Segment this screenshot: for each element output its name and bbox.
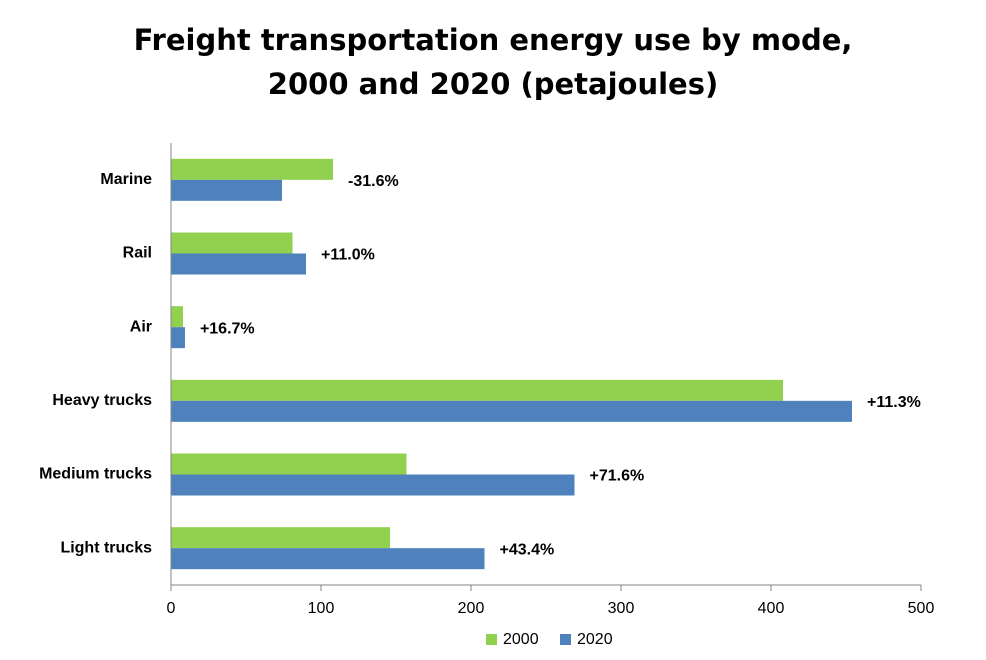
y-tick-label: Heavy trucks <box>52 392 152 409</box>
y-tick-label: Marine <box>100 171 152 188</box>
bar <box>171 379 783 401</box>
x-tick-label: 0 <box>167 600 176 617</box>
y-tick-label: Air <box>130 318 152 335</box>
bar <box>171 474 575 496</box>
legend-label: 2020 <box>577 631 613 648</box>
bar <box>171 306 183 328</box>
annotation: -31.6% <box>348 173 399 190</box>
x-tick-label: 500 <box>908 600 935 617</box>
annotation: +43.4% <box>500 541 555 558</box>
y-tick-label: Light trucks <box>60 539 152 556</box>
bar <box>171 400 852 422</box>
bar <box>171 327 185 349</box>
x-tick-label: 300 <box>608 600 635 617</box>
bar <box>171 158 333 180</box>
x-tick-label: 200 <box>458 600 485 617</box>
chart-title: Freight transportation energy use by mod… <box>133 23 853 101</box>
y-tick-label: Medium trucks <box>39 466 152 483</box>
bar <box>171 548 485 570</box>
legend-swatch <box>486 634 497 645</box>
annotation: +11.0% <box>321 247 375 264</box>
bar <box>171 232 293 254</box>
bar <box>171 527 390 549</box>
legend-label: 2000 <box>503 631 539 648</box>
annotation: +16.7% <box>200 320 255 337</box>
bar <box>171 453 407 475</box>
bar <box>171 253 306 275</box>
y-tick-label: Rail <box>123 245 152 262</box>
annotation: +71.6% <box>590 468 645 485</box>
annotation: +11.3% <box>867 394 921 411</box>
x-tick-label: 100 <box>308 600 335 617</box>
legend-swatch <box>560 634 571 645</box>
bar <box>171 179 282 201</box>
x-tick-label: 400 <box>758 600 785 617</box>
